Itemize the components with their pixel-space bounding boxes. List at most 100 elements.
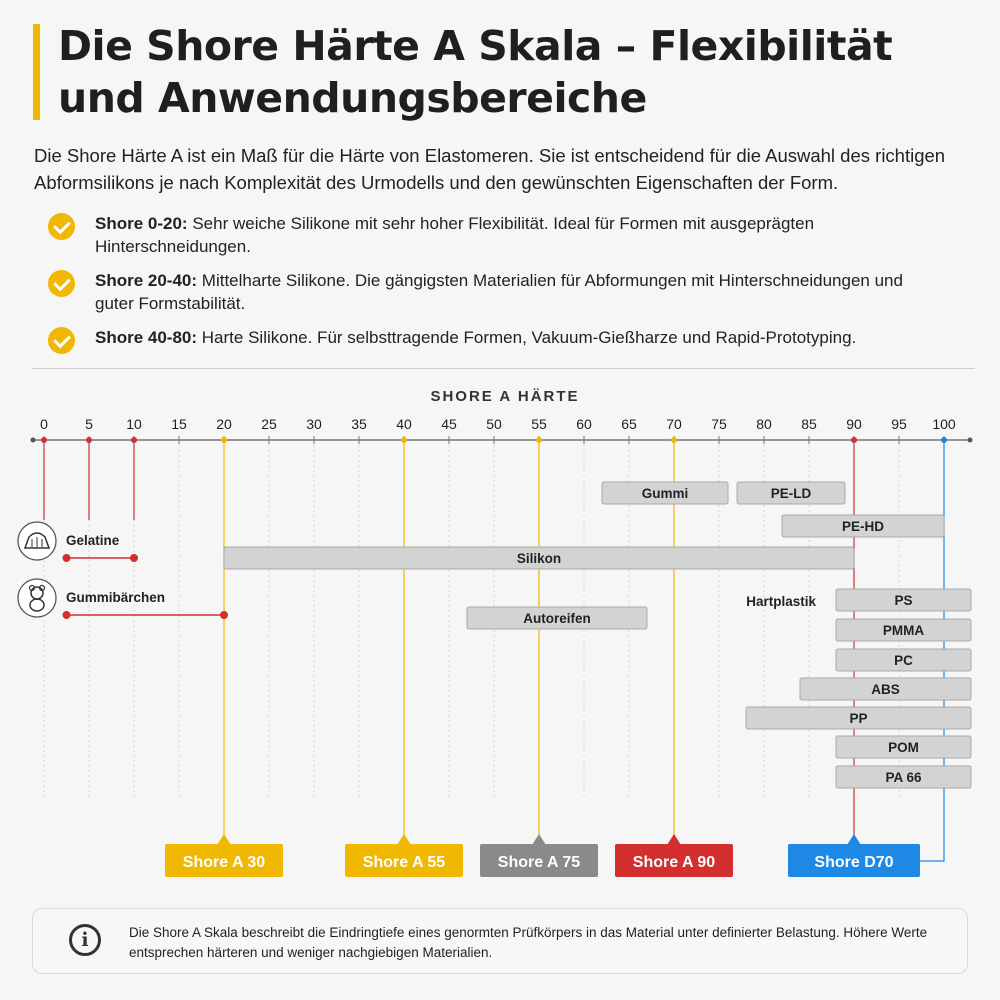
x-tick-label: 60: [576, 416, 592, 432]
range-bar-label: PE-HD: [842, 519, 884, 534]
bullet-term: Shore 40-80:: [95, 328, 198, 347]
teddy-bear-icon: [17, 578, 57, 618]
reference-dot: [41, 437, 47, 443]
range-bar-label: Autoreifen: [523, 611, 591, 626]
bullet-item: Shore 0-20: Sehr weiche Silikone mit seh…: [44, 212, 944, 258]
bullet-item: Shore 20-40: Mittelharte Silikone. Die g…: [44, 269, 944, 315]
range-bar: [835, 765, 972, 789]
range-bar-label: PC: [894, 653, 913, 668]
bullet-item: Shore 40-80: Harte Silikone. Für selbstt…: [44, 326, 944, 354]
x-tick-label: 15: [171, 416, 187, 432]
info-box: i Die Shore A Skala beschreibt die Eindr…: [32, 908, 968, 974]
bear-ear: [38, 584, 46, 592]
dumbbell-start-dot: [62, 554, 71, 562]
marker-pointer: [667, 834, 681, 845]
dumbbell-end-dot: [130, 554, 138, 562]
x-tick-label: 90: [846, 416, 862, 432]
x-tick-label: 50: [486, 416, 502, 432]
jelly-shape: [23, 532, 51, 549]
x-tick-label: 40: [396, 416, 412, 432]
bear-ear: [28, 584, 36, 592]
x-tick-label: 70: [666, 416, 682, 432]
range-bar-label: PS: [894, 593, 912, 608]
range-bar-label: PP: [849, 711, 867, 726]
marker-label: Shore A 90: [633, 854, 716, 871]
marker-label: Shore A 30: [183, 854, 266, 871]
x-tick-label: 65: [621, 416, 637, 432]
range-bar: [736, 481, 846, 505]
range-bar: [601, 481, 729, 505]
x-tick-label: 10: [126, 416, 142, 432]
x-tick-label: 35: [351, 416, 367, 432]
jelly-mold-icon: [17, 521, 57, 561]
reference-dot: [851, 437, 857, 443]
axis-end-dot: [30, 437, 36, 443]
range-bar: [223, 546, 855, 570]
reference-dot: [401, 437, 407, 443]
bullet-list: Shore 0-20: Sehr weiche Silikone mit seh…: [44, 212, 944, 354]
dumbbell-label: Gelatine: [66, 533, 120, 548]
reference-dot: [131, 437, 137, 443]
icon-ring: [17, 578, 57, 618]
bullet-text: Mittelharte Silikone. Die gängigsten Mat…: [95, 271, 903, 313]
range-bar: [799, 677, 972, 701]
range-bar: [835, 735, 972, 759]
axis-end-dot: [967, 437, 973, 443]
check-icon: [48, 213, 75, 240]
range-bar-label: Gummi: [642, 486, 689, 501]
range-bar: [835, 618, 972, 642]
group-label: Hartplastik: [746, 594, 816, 609]
range-bar-label: PMMA: [883, 623, 924, 638]
x-tick-label: 80: [756, 416, 772, 432]
reference-dot: [86, 437, 92, 443]
range-bar: [835, 588, 972, 612]
marker-pointer: [217, 834, 231, 845]
section-divider: [32, 368, 975, 369]
marker-box: [165, 844, 283, 877]
intro-text: Die Shore Härte A ist ein Maß für die Hä…: [34, 145, 946, 193]
x-tick-label: 85: [801, 416, 817, 432]
check-icon: [48, 327, 75, 354]
bear-body: [29, 598, 45, 612]
x-tick-label: 55: [531, 416, 547, 432]
range-bar-label: PE-LD: [771, 486, 812, 501]
range-bar-label: POM: [888, 740, 919, 755]
marker-box: [480, 844, 598, 877]
range-bar: [745, 706, 972, 730]
info-icon: i: [69, 924, 101, 956]
marker-label: Shore A 55: [363, 854, 446, 871]
x-tick-label: 20: [216, 416, 232, 432]
range-bar-label: Silikon: [517, 551, 561, 566]
dumbbell-start-dot: [62, 611, 71, 619]
title-accent-bar: [33, 24, 40, 120]
dumbbell-end-dot: [220, 611, 228, 619]
range-bar: [835, 648, 972, 672]
range-bar-label: ABS: [871, 682, 900, 697]
x-tick-label: 25: [261, 416, 277, 432]
range-bar: [466, 606, 648, 630]
range-bar: [781, 514, 945, 538]
marker-box: [345, 844, 463, 877]
reference-dot: [941, 437, 947, 443]
x-tick-label: 30: [306, 416, 322, 432]
marker-pointer: [847, 834, 861, 845]
x-tick-label: 0: [40, 416, 48, 432]
x-tick-label: 95: [891, 416, 907, 432]
marker-box: [615, 844, 733, 877]
d70-connector: [920, 790, 945, 862]
marker-pointer: [532, 834, 546, 845]
range-bar-label: PA 66: [885, 770, 922, 785]
reference-dot: [536, 437, 542, 443]
marker-label: Shore D70: [814, 854, 893, 871]
info-text: Die Shore A Skala beschreibt die Eindrin…: [129, 925, 928, 960]
dumbbell-label: Gummibärchen: [66, 590, 165, 605]
marker-label: Shore A 75: [498, 854, 581, 871]
bullet-term: Shore 0-20:: [95, 214, 188, 233]
page-title: Die Shore Härte A Skala – Flexibilität u…: [58, 22, 893, 122]
bullet-text: Harte Silikone. Für selbsttragende Forme…: [201, 328, 857, 347]
reference-dot: [671, 437, 677, 443]
marker-pointer: [397, 834, 411, 845]
marker-box: [788, 844, 920, 877]
reference-dot: [221, 437, 227, 443]
x-tick-label: 45: [441, 416, 457, 432]
